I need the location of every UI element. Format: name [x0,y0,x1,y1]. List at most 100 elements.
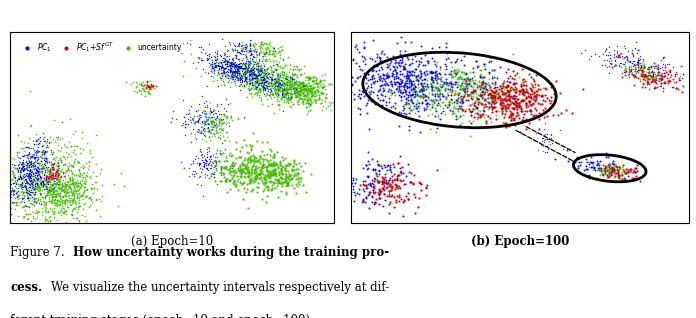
Point [30,184,41,189]
Point [443,101,454,106]
Point [487,80,498,85]
Point [275,47,286,52]
Point [211,125,222,130]
Point [296,66,307,71]
Point [306,99,317,104]
Point [203,167,214,172]
Point [289,88,300,93]
Point [368,183,379,188]
Point [251,62,262,67]
Point [310,75,322,80]
Point [366,68,377,73]
Point [237,169,248,174]
Point [24,189,35,194]
Point [283,75,294,80]
Point [27,164,38,169]
Point [33,166,45,171]
Point [235,87,246,93]
Point [145,82,157,87]
Point [190,135,201,140]
Point [257,40,268,45]
Point [17,192,28,197]
Point [12,149,23,154]
Point [622,73,633,78]
Point [432,102,443,107]
Point [361,186,372,191]
Point [18,204,29,209]
Point [272,72,283,77]
Point [61,155,72,160]
Point [301,105,312,110]
Point [212,48,223,53]
Point [450,59,461,64]
Point [267,91,278,96]
Point [603,163,614,168]
Point [594,162,605,167]
Point [219,50,230,55]
Point [289,86,300,91]
Point [240,61,251,66]
Point [60,161,71,166]
Point [183,110,194,115]
Point [386,79,397,84]
Point [201,105,212,110]
Point [260,53,271,58]
Point [627,59,638,64]
Point [135,81,146,86]
Point [274,81,285,86]
Point [13,169,24,175]
Point [198,110,209,115]
Point [378,186,389,191]
Point [270,86,281,91]
Point [42,148,53,153]
Point [235,75,246,80]
Point [17,164,29,169]
Point [427,76,438,81]
Point [501,70,512,75]
Point [282,82,293,87]
Point [472,85,483,90]
Point [284,162,295,167]
Point [331,113,342,118]
Point [20,165,31,170]
Point [349,78,361,83]
Point [283,90,294,95]
Point [200,114,211,120]
Point [279,156,290,161]
Point [253,62,264,67]
Point [283,178,294,183]
Point [269,76,280,81]
Point [244,83,255,88]
Point [484,92,495,97]
Point [49,185,60,190]
Point [405,72,416,77]
Point [427,89,438,94]
Point [214,117,225,122]
Point [509,97,520,102]
Point [211,56,222,61]
Point [470,88,481,93]
Point [232,50,243,55]
Point [601,52,612,57]
Point [290,79,301,84]
Point [358,198,369,203]
Point [35,234,46,239]
Point [200,120,211,125]
Point [477,88,489,93]
Point [220,73,231,78]
Point [52,178,63,183]
Point [74,173,85,178]
Point [259,68,270,73]
Point [487,75,498,80]
Point [637,73,648,78]
Text: (a) Epoch=10: (a) Epoch=10 [131,235,214,248]
Point [63,160,74,165]
Point [216,170,227,175]
Point [225,165,236,170]
Point [296,81,307,86]
Point [480,119,491,124]
Point [204,127,215,132]
Point [64,186,75,191]
Point [63,165,74,170]
Point [376,163,387,169]
